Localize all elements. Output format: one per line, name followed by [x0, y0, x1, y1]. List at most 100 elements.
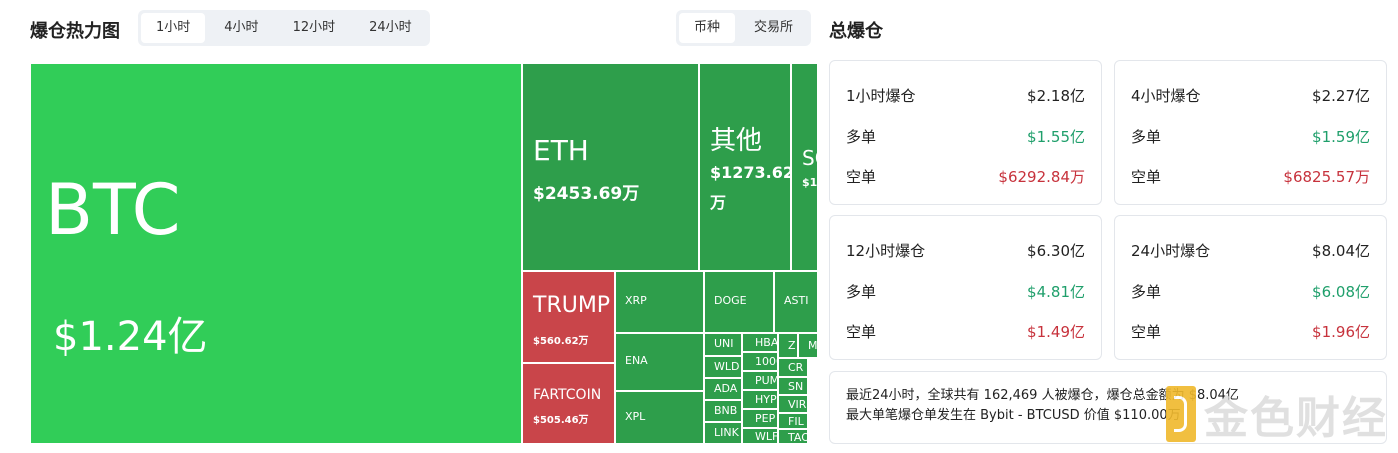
- card-value: $6825.57万: [1283, 168, 1370, 186]
- card-row-total: 12小时爆仓 $6.30亿: [846, 240, 1085, 260]
- card-row-long: 多单 $6.08亿: [1131, 281, 1370, 301]
- treemap-symbol: UNI: [714, 337, 734, 350]
- treemap-symbol: TAO: [788, 431, 808, 444]
- card-row-total: 24小时爆仓 $8.04亿: [1131, 240, 1370, 260]
- treemap-cell-其他[interactable]: 其他 $1273.62 万: [699, 63, 791, 271]
- card-value: $1.49亿: [1027, 323, 1085, 341]
- treemap-cell-cr[interactable]: CR: [778, 358, 808, 377]
- treemap-cell-hba[interactable]: HBA: [742, 333, 778, 352]
- card-label: 空单: [846, 323, 877, 341]
- treemap-cell-eth[interactable]: ETH $2453.69万: [522, 63, 699, 271]
- group-option-1[interactable]: 交易所: [754, 20, 794, 35]
- card-value: $1.59亿: [1312, 128, 1370, 146]
- summary-line-2: 最大单笔爆仓单发生在 Bybit - BTCUSD 价值 $110.00万: [846, 408, 1181, 423]
- treemap-symbol: 1000: [755, 355, 777, 368]
- treemap-symbol: HBA: [755, 336, 778, 349]
- treemap-symbol: WLF: [755, 430, 778, 443]
- treemap-symbol: TRUMP: [533, 293, 611, 318]
- treemap-value-unit: 万: [710, 193, 727, 212]
- card-row-short: 空单 $6292.84万: [846, 166, 1085, 186]
- card-value: $6.08亿: [1312, 283, 1370, 301]
- treemap-cell-wlf[interactable]: WLF: [742, 428, 778, 444]
- summary-line-1: 最近24小时，全球共有 162,469 人被爆仓，爆仓总金额为 $8.04亿: [846, 388, 1239, 403]
- treemap-cell-tao[interactable]: TAO: [778, 429, 808, 444]
- treemap-symbol: BTC: [45, 169, 181, 251]
- card-row-short: 空单 $1.96亿: [1131, 321, 1370, 341]
- treemap-symbol: XRP: [625, 294, 647, 307]
- card-value: $2.18亿: [1027, 87, 1085, 105]
- treemap-cell-sn[interactable]: SN: [778, 377, 808, 395]
- card-label: 12小时爆仓: [846, 242, 926, 260]
- treemap-cell-ena[interactable]: ENA: [615, 333, 704, 391]
- card-row-long: 多单 $4.81亿: [846, 281, 1085, 301]
- treemap-cell-uni[interactable]: UNI: [704, 333, 742, 356]
- treemap-cell-asti[interactable]: ASTI: [774, 271, 818, 333]
- liquidation-card-2: 12小时爆仓 $6.30亿多单 $4.81亿空单 $1.49亿: [829, 215, 1102, 360]
- group-by-selector: 币种 交易所: [676, 10, 812, 46]
- treemap-cell-ada[interactable]: ADA: [704, 378, 742, 400]
- card-value: $8.04亿: [1312, 242, 1370, 260]
- time-option-0[interactable]: 1小时: [141, 13, 206, 43]
- card-row-long: 多单 $1.55亿: [846, 126, 1085, 146]
- card-label: 多单: [1131, 283, 1162, 301]
- treemap-cell-pep[interactable]: PEP: [742, 409, 778, 428]
- card-label: 1小时爆仓: [846, 87, 916, 105]
- treemap-cell-vir[interactable]: VIR: [778, 395, 808, 413]
- treemap-cell-fil[interactable]: FIL: [778, 413, 808, 429]
- card-value: $2.27亿: [1312, 87, 1370, 105]
- treemap-symbol: LINK: [714, 426, 739, 439]
- group-option-0[interactable]: 币种: [679, 13, 736, 43]
- card-label: 24小时爆仓: [1131, 242, 1211, 260]
- treemap-cell-doge[interactable]: DOGE: [704, 271, 774, 333]
- card-label: 多单: [1131, 128, 1162, 146]
- liquidation-card-3: 24小时爆仓 $8.04亿多单 $6.08亿空单 $1.96亿: [1114, 215, 1387, 360]
- treemap-cell-m[interactable]: M: [798, 333, 818, 358]
- total-liquidation-title: 总爆仓: [829, 21, 883, 42]
- treemap-cell-fartcoin[interactable]: FARTCOIN $505.46万: [522, 363, 615, 444]
- treemap-symbol: ETH: [533, 134, 589, 167]
- treemap-cell-link[interactable]: LINK: [704, 422, 742, 444]
- treemap-cell-1000[interactable]: 1000: [742, 352, 778, 371]
- treemap-cell-btc[interactable]: BTC $1.24亿: [30, 63, 522, 444]
- card-label: 空单: [1131, 323, 1162, 341]
- treemap-value: $505.46万: [533, 415, 589, 426]
- card-row-total: 1小时爆仓 $2.18亿: [846, 85, 1085, 105]
- treemap-cell-xrp[interactable]: XRP: [615, 271, 704, 333]
- treemap-symbol: WLD: [714, 360, 740, 373]
- treemap-value: $1.24亿: [53, 314, 208, 360]
- time-option-3[interactable]: 24小时: [369, 20, 412, 35]
- treemap-cell-xpl[interactable]: XPL: [615, 391, 704, 444]
- treemap-symbol: DOGE: [714, 294, 747, 307]
- treemap-symbol: VIR: [788, 398, 807, 411]
- treemap-symbol: SN: [788, 380, 804, 393]
- treemap-value: $560.62万: [533, 336, 589, 347]
- card-row-long: 多单 $1.59亿: [1131, 126, 1370, 146]
- time-option-2[interactable]: 12小时: [292, 20, 336, 35]
- card-value: $4.81亿: [1027, 283, 1085, 301]
- card-label: 多单: [846, 128, 877, 146]
- card-value: $6.30亿: [1027, 242, 1085, 260]
- treemap-symbol: PUM: [755, 374, 778, 387]
- card-label: 4小时爆仓: [1131, 87, 1201, 105]
- treemap-symbol: 其他: [710, 126, 763, 156]
- treemap-cell-so[interactable]: SO $10: [791, 63, 818, 271]
- card-label: 多单: [846, 283, 877, 301]
- card-row-short: 空单 $6825.57万: [1131, 166, 1370, 186]
- treemap-symbol: HYP: [755, 393, 777, 406]
- liquidation-card-0: 1小时爆仓 $2.18亿多单 $1.55亿 空单 $6292.84万: [829, 60, 1102, 205]
- treemap-cell-trump[interactable]: TRUMP $560.62万: [522, 271, 615, 363]
- treemap-cell-z[interactable]: Z: [778, 333, 798, 358]
- time-option-1[interactable]: 4小时: [224, 20, 259, 35]
- card-row-short: 空单 $1.49亿: [846, 321, 1085, 341]
- card-value: $6292.84万: [998, 168, 1085, 186]
- treemap-cell-bnb[interactable]: BNB: [704, 400, 742, 422]
- treemap-symbol: ASTI: [784, 294, 809, 307]
- treemap-cell-hyp[interactable]: HYP: [742, 390, 778, 409]
- treemap-cell-wld[interactable]: WLD: [704, 356, 742, 378]
- treemap-symbol: PEP: [755, 412, 776, 425]
- liquidation-card-1: 4小时爆仓 $2.27亿多单 $1.59亿空单 $6825.57万: [1114, 60, 1387, 205]
- treemap-symbol: XPL: [625, 410, 646, 423]
- treemap-cell-pum[interactable]: PUM: [742, 371, 778, 390]
- time-range-selector: 1小时 4小时 12小时 24小时: [138, 10, 430, 46]
- liquidation-summary: 最近24小时，全球共有 162,469 人被爆仓，爆仓总金额为 $8.04亿 最…: [829, 371, 1387, 444]
